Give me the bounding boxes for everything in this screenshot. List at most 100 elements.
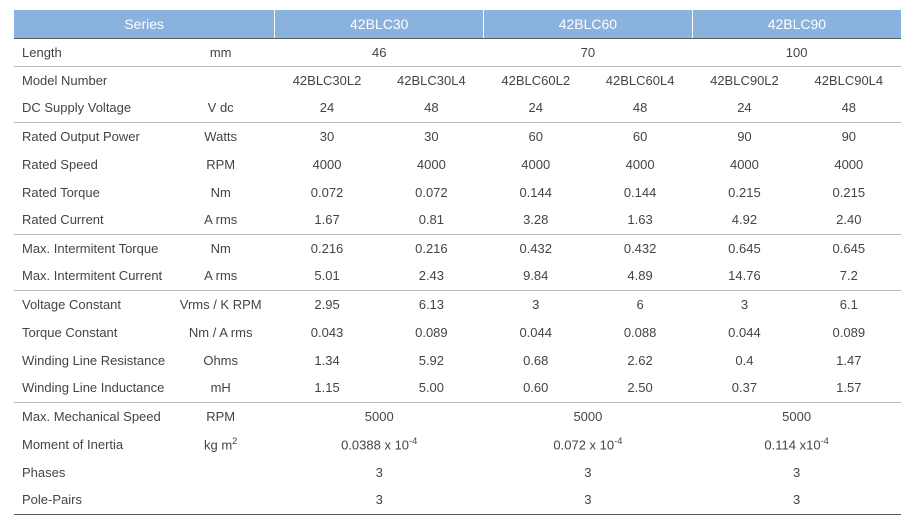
row-value: 60 [588,122,692,150]
row-value: 3 [692,290,796,318]
row-value: 2.62 [588,346,692,374]
row-value: 1.63 [588,206,692,234]
row-value: 30 [275,122,379,150]
row-value: 5.00 [379,374,483,402]
row-unit: V dc [167,94,275,122]
row-value: 70 [484,38,693,66]
table-row: Pole-Pairs333 [14,486,901,514]
table-row: Moment of Inertiakg m20.0388 x 10-40.072… [14,430,901,458]
row-value: 42BLC30L2 [275,66,379,94]
row-value: 0.114 x10-4 [692,430,901,458]
row-label: Phases [14,458,167,486]
row-label: Model Number [14,66,167,94]
header-series-2: 42BLC90 [692,10,901,38]
row-label: Rated Torque [14,178,167,206]
spec-table: Series 42BLC30 42BLC60 42BLC90 Lengthmm4… [14,10,901,515]
row-label: Voltage Constant [14,290,167,318]
row-value: 3.28 [484,206,588,234]
row-value: 4000 [275,150,379,178]
row-value: 9.84 [484,262,588,290]
row-value: 5000 [484,402,693,430]
row-value: 4000 [379,150,483,178]
row-value: 2.40 [797,206,901,234]
row-value: 48 [379,94,483,122]
row-value: 24 [484,94,588,122]
row-value: 3 [692,458,901,486]
row-unit: RPM [167,150,275,178]
row-unit: Vrms / K RPM [167,290,275,318]
row-value: 4000 [797,150,901,178]
row-value: 7.2 [797,262,901,290]
row-value: 0.0388 x 10-4 [275,430,484,458]
header-series-0: 42BLC30 [275,10,484,38]
table-row: Torque ConstantNm / A rms0.0430.0890.044… [14,318,901,346]
row-label: Winding Line Inductance [14,374,167,402]
row-unit: A rms [167,206,275,234]
row-value: 24 [275,94,379,122]
row-value: 46 [275,38,484,66]
row-value: 0.68 [484,346,588,374]
row-value: 4000 [588,150,692,178]
row-unit: Ohms [167,346,275,374]
row-value: 3 [275,458,484,486]
table-row: Phases333 [14,458,901,486]
row-unit [167,486,275,514]
table-row: Rated TorqueNm0.0720.0720.1440.1440.2150… [14,178,901,206]
row-value: 3 [484,290,588,318]
row-value: 0.81 [379,206,483,234]
row-value: 0.645 [797,234,901,262]
row-value: 14.76 [692,262,796,290]
row-value: 1.15 [275,374,379,402]
row-unit: Watts [167,122,275,150]
row-unit: Nm [167,234,275,262]
row-label: Length [14,38,167,66]
row-value: 4000 [484,150,588,178]
row-value: 42BLC60L4 [588,66,692,94]
row-value: 4000 [692,150,796,178]
row-unit: A rms [167,262,275,290]
row-unit: mH [167,374,275,402]
row-unit: RPM [167,402,275,430]
row-value: 42BLC90L2 [692,66,796,94]
table-header-row: Series 42BLC30 42BLC60 42BLC90 [14,10,901,38]
row-value: 48 [588,94,692,122]
row-value: 0.144 [588,178,692,206]
row-value: 0.215 [797,178,901,206]
row-value: 0.072 [275,178,379,206]
row-value: 3 [275,486,484,514]
table-row: DC Supply VoltageV dc244824482448 [14,94,901,122]
row-value: 6.1 [797,290,901,318]
row-value: 24 [692,94,796,122]
row-label: Max. Mechanical Speed [14,402,167,430]
row-value: 100 [692,38,901,66]
row-value: 42BLC60L2 [484,66,588,94]
row-value: 0.216 [275,234,379,262]
row-unit [167,66,275,94]
row-value: 5000 [692,402,901,430]
header-series-label: Series [14,10,275,38]
table-row: Winding Line ResistanceOhms1.345.920.682… [14,346,901,374]
row-value: 1.67 [275,206,379,234]
table-row: Winding Line InductancemH1.155.000.602.5… [14,374,901,402]
row-value: 3 [692,486,901,514]
table-row: Model Number42BLC30L242BLC30L442BLC60L24… [14,66,901,94]
row-value: 0.089 [797,318,901,346]
spec-table-body: Lengthmm4670100Model Number42BLC30L242BL… [14,38,901,514]
row-label: Torque Constant [14,318,167,346]
table-row: Rated SpeedRPM400040004000400040004000 [14,150,901,178]
row-value: 4.92 [692,206,796,234]
row-value: 0.60 [484,374,588,402]
row-unit: Nm [167,178,275,206]
row-value: 2.50 [588,374,692,402]
row-unit: kg m2 [167,430,275,458]
row-label: Max. Intermitent Current [14,262,167,290]
row-unit: Nm / A rms [167,318,275,346]
row-value: 1.57 [797,374,901,402]
row-value: 3 [484,486,693,514]
table-row: Rated CurrentA rms1.670.813.281.634.922.… [14,206,901,234]
table-row: Max. Mechanical SpeedRPM500050005000 [14,402,901,430]
row-label: Winding Line Resistance [14,346,167,374]
row-label: DC Supply Voltage [14,94,167,122]
row-value: 0.044 [484,318,588,346]
row-label: Rated Speed [14,150,167,178]
